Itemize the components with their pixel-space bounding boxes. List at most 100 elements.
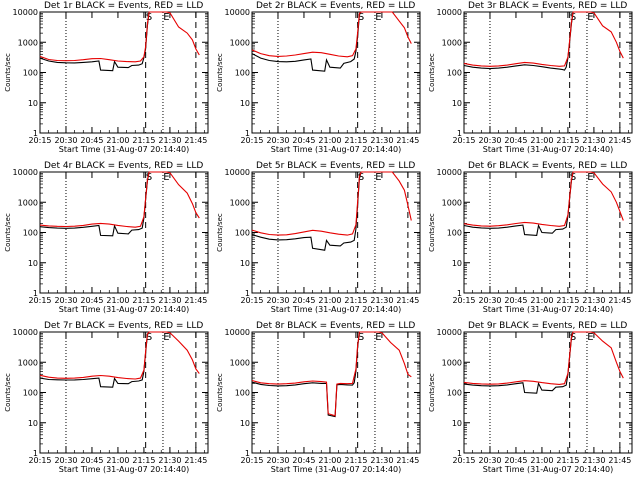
x-tick-label: 20:15 [28,136,51,145]
x-axis-label: Start Time (31-Aug-07 20:14:40) [59,145,190,154]
x-tick-label: 20:45 [292,296,315,305]
y-tick-label: 100 [447,389,462,398]
y-tick-label: 10 [240,259,250,268]
y-axis-label: Counts/sec [4,373,12,412]
y-tick-label: 1 [245,129,250,138]
x-tick-label: 20:30 [478,136,501,145]
y-tick-label: 10 [28,259,38,268]
x-tick-label: 20:30 [54,136,77,145]
y-axis-label: Counts/sec [216,53,224,92]
lld-series [39,171,200,228]
lld-series [463,11,624,67]
y-tick-label: 1000 [442,38,462,47]
plot-frame [251,171,421,294]
x-tick-label: 20:45 [80,456,103,465]
events-series [251,11,362,72]
panel-title: Det 8r BLACK = Events, RED = LLD [256,321,415,331]
marker-label-E: E [163,332,169,343]
x-tick-label: 21:45 [184,296,207,305]
x-tick-label: 20:45 [80,136,103,145]
panel-4: Det 4r BLACK = Events, RED = LLD 1 10 100 10… [4,161,209,314]
y-axis-label: Counts/sec [4,213,12,252]
panel-title: Det 9r BLACK = Events, RED = LLD [468,321,627,331]
x-axis-label: Start Time (31-Aug-07 20:14:40) [59,465,190,474]
x-tick-label: 21:15 [344,456,367,465]
events-series [251,171,362,251]
panel-title: Det 6r BLACK = Events, RED = LLD [468,161,627,171]
y-tick-label: 10 [240,419,250,428]
y-tick-label: 1000 [230,358,250,367]
x-axis-label: Start Time (31-Aug-07 20:14:40) [271,465,402,474]
x-tick-label: 21:45 [184,136,207,145]
x-tick-label: 21:30 [370,456,393,465]
marker-label-S: S [570,172,576,183]
y-tick-label: 10000 [13,168,38,177]
x-tick-label: 20:30 [478,456,501,465]
x-tick-label: 21:00 [106,296,129,305]
panel-title: Det 3r BLACK = Events, RED = LLD [468,1,627,11]
panel-title: Det 4r BLACK = Events, RED = LLD [44,161,203,171]
marker-label-S: S [146,172,152,183]
x-axis-label: Start Time (31-Aug-07 20:14:40) [271,305,402,314]
x-tick-label: 21:15 [132,296,155,305]
x-tick-label: 20:45 [292,456,315,465]
plot-frame [251,11,421,134]
lld-series [251,331,412,417]
marker-label-S: S [570,332,576,343]
x-tick-label: 21:30 [370,296,393,305]
x-tick-label: 21:00 [530,296,553,305]
panel-title: Det 5r BLACK = Events, RED = LLD [256,161,415,171]
x-tick-label: 20:45 [80,296,103,305]
x-tick-label: 21:15 [344,296,367,305]
x-tick-label: 21:00 [106,136,129,145]
x-axis-label: Start Time (31-Aug-07 20:14:40) [483,145,614,154]
x-tick-label: 21:15 [132,136,155,145]
lld-series [39,331,200,380]
panel-7: Det 7r BLACK = Events, RED = LLD 1 10 100 10… [4,321,209,474]
y-tick-label: 1 [33,289,38,298]
y-tick-label: 10 [452,99,462,108]
x-tick-label: 21:45 [396,456,419,465]
x-tick-label: 20:30 [478,296,501,305]
y-tick-label: 100 [447,229,462,238]
y-tick-label: 1 [245,449,250,458]
x-tick-label: 21:00 [318,136,341,145]
panel-9: Det 9r BLACK = Events, RED = LLD 1 10 100 10… [428,321,633,474]
events-series [39,11,150,72]
x-tick-label: 20:15 [28,456,51,465]
x-tick-label: 21:45 [396,296,419,305]
plot-frame [39,331,209,454]
x-tick-label: 20:45 [504,136,527,145]
y-tick-label: 1 [457,289,462,298]
x-tick-label: 20:15 [452,296,475,305]
x-tick-label: 21:00 [318,296,341,305]
x-tick-label: 21:15 [556,456,579,465]
y-tick-label: 100 [447,69,462,78]
y-axis-label: Counts/sec [216,213,224,252]
x-tick-label: 20:45 [292,136,315,145]
y-tick-label: 100 [23,229,38,238]
marker-label-E: E [375,172,381,183]
x-tick-label: 20:15 [452,136,475,145]
lld-series [251,171,412,236]
x-tick-label: 20:30 [266,456,289,465]
lld-series [463,331,624,385]
y-tick-label: 10000 [225,8,250,17]
x-tick-label: 21:30 [582,296,605,305]
y-tick-label: 10000 [437,168,462,177]
panel-3: Det 3r BLACK = Events, RED = LLD 1 10 100 10… [428,1,633,154]
marker-label-S: S [570,12,576,23]
lld-series [39,11,200,63]
x-tick-label: 21:45 [608,296,631,305]
events-series [251,331,360,418]
x-tick-label: 20:30 [266,136,289,145]
marker-label-S: S [146,12,152,23]
x-tick-label: 20:15 [28,296,51,305]
panel-title: Det 7r BLACK = Events, RED = LLD [44,321,203,331]
marker-label-E: E [587,172,593,183]
x-tick-label: 21:15 [556,296,579,305]
marker-label-S: S [358,12,364,23]
x-tick-label: 21:45 [608,136,631,145]
panel-title: Det 2r BLACK = Events, RED = LLD [256,1,415,11]
